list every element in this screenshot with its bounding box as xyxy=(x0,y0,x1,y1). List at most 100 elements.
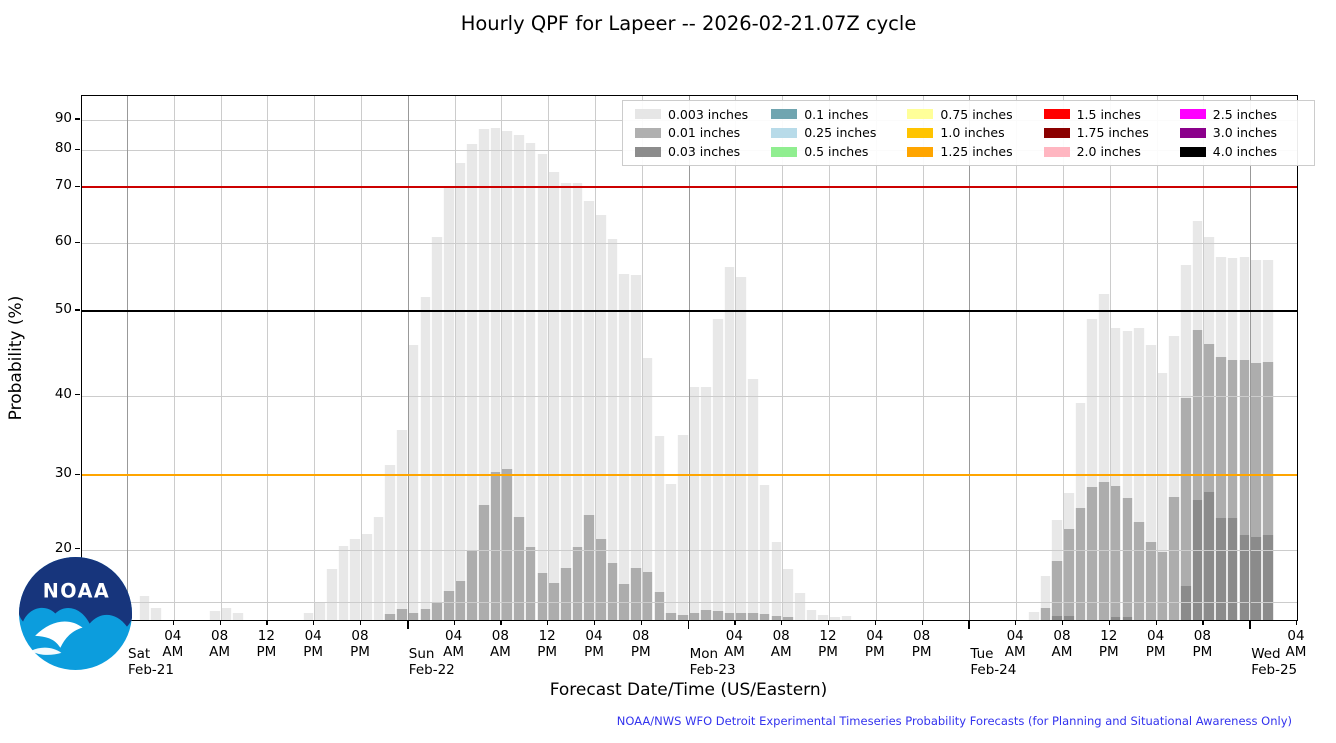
y-tick-40 xyxy=(75,394,80,396)
x-time-label: 12 PM xyxy=(537,628,558,660)
y-tick-90 xyxy=(75,118,80,120)
bar-0.003-inches xyxy=(829,617,841,620)
legend-item: 1.25 inches xyxy=(907,144,1029,159)
bar-0.003-inches xyxy=(735,277,748,620)
bar-0.01-inches xyxy=(1039,607,1052,620)
bar-0.003-inches xyxy=(747,378,759,620)
bar-0.01-inches xyxy=(595,539,607,620)
bar-0.003-inches xyxy=(688,387,701,620)
legend-label: 0.01 inches xyxy=(668,125,741,141)
x-time-label: 04 AM xyxy=(443,628,465,660)
ref-line-30 xyxy=(82,474,1297,476)
bar-0.01-inches xyxy=(431,603,443,620)
x-tick-4h xyxy=(219,620,221,625)
bar-0.01-inches xyxy=(442,591,455,620)
x-day-label-wed: Wed Feb-25 xyxy=(1251,646,1298,678)
bar-0.003-inches xyxy=(653,436,666,620)
legend: 0.003 inches 0.01 inches 0.03 inches 0.1 in… xyxy=(622,100,1315,166)
gridline-4h xyxy=(501,96,503,620)
bar-0.01-inches xyxy=(1156,551,1169,620)
legend-label: 1.0 inches xyxy=(940,125,1005,141)
y-tick-30 xyxy=(75,473,80,475)
legend-swatch-icon xyxy=(635,127,661,138)
bar-0.003-inches xyxy=(1098,294,1110,620)
x-tick-4h xyxy=(266,620,268,625)
bar-0.01-inches xyxy=(688,612,701,620)
bar-0.003-inches xyxy=(630,274,642,620)
x-tick-4h xyxy=(734,620,736,625)
gridline-4h xyxy=(1156,96,1158,620)
y-tick-label-50: 50 xyxy=(54,300,72,317)
legend-label: 1.75 inches xyxy=(1076,125,1149,141)
bar-0.003-inches xyxy=(1168,336,1180,620)
noaa-logo-bird xyxy=(35,621,83,648)
bar-0.01-inches xyxy=(641,571,654,620)
legend-swatch-icon xyxy=(635,109,661,120)
legend-swatch-icon xyxy=(907,127,934,138)
bar-0.003-inches xyxy=(665,483,677,620)
legend-item: 0.003 inches xyxy=(635,107,757,122)
legend-label: 0.75 inches xyxy=(940,106,1013,122)
bar-0.003-inches xyxy=(1027,611,1040,620)
gridline-4h xyxy=(1109,96,1111,620)
noaa-logo-text: NOAA xyxy=(43,579,111,602)
x-tick-4h xyxy=(640,620,642,625)
legend-swatch-icon xyxy=(1043,109,1070,120)
x-tick-4h xyxy=(874,620,876,625)
legend-swatch-icon xyxy=(1179,109,1206,120)
y-tick-label-80: 80 xyxy=(54,140,72,157)
bar-0.01-inches xyxy=(758,614,771,620)
x-tick-4h xyxy=(313,620,315,625)
x-tick-4h xyxy=(360,620,362,625)
bar-0.01-inches xyxy=(1168,496,1180,620)
bar-0.01-inches xyxy=(513,516,525,620)
x-tick-4h xyxy=(1108,620,1110,625)
bar-0.01-inches xyxy=(1063,529,1075,620)
x-day-label-sat: Sat Feb-21 xyxy=(128,646,174,678)
bar-0.01-inches xyxy=(1226,360,1239,620)
legend-swatch-icon xyxy=(907,109,934,120)
bar-0.003-inches xyxy=(571,183,584,620)
bar-0.01-inches xyxy=(536,573,549,620)
bar-0.01-inches xyxy=(524,547,537,620)
bar-0.01-inches xyxy=(1238,360,1251,620)
bar-0.003-inches xyxy=(559,183,572,620)
x-tick-4h xyxy=(781,620,783,625)
legend-swatch-icon xyxy=(1179,146,1206,157)
bar-0.01-inches xyxy=(747,612,759,620)
bar-0.003-inches xyxy=(442,187,455,620)
x-time-label: 04 PM xyxy=(1145,628,1166,660)
legend-swatch-icon xyxy=(771,127,798,138)
x-time-label: 04 PM xyxy=(864,628,885,660)
bar-0.003-inches xyxy=(723,266,736,620)
legend-label: 2.5 inches xyxy=(1212,106,1278,122)
x-tick-day xyxy=(968,620,971,629)
x-time-label: 04 PM xyxy=(303,628,324,660)
bar-0.003-inches xyxy=(712,319,724,620)
bar-0.003-inches xyxy=(782,569,794,620)
bar-0.003-inches xyxy=(349,539,361,620)
y-tick-label-40: 40 xyxy=(54,385,72,402)
bar-0.003-inches xyxy=(817,615,829,620)
x-tick-day xyxy=(406,620,409,629)
legend-label: 1.25 inches xyxy=(940,144,1013,160)
legend-item: 4.0 inches xyxy=(1179,144,1302,159)
x-time-label: 08 PM xyxy=(1192,628,1213,660)
x-time-label: 08 AM xyxy=(770,628,792,660)
bar-0.01-inches xyxy=(419,608,432,620)
gridline-day xyxy=(969,96,971,620)
x-time-label: 12 PM xyxy=(1098,628,1119,660)
legend-item: 0.1 inches xyxy=(771,107,893,122)
bar-0.003-inches xyxy=(372,516,385,620)
x-time-label: 08 AM xyxy=(209,628,231,660)
bar-0.003-inches xyxy=(478,129,490,620)
y-tick-80 xyxy=(75,148,80,150)
legend-label: 0.003 inches xyxy=(668,106,749,122)
legend-item: 1.5 inches xyxy=(1043,107,1166,122)
bar-0.03-inches xyxy=(1121,617,1134,620)
gridline-4h xyxy=(735,96,737,620)
bar-0.01-inches xyxy=(723,612,736,620)
noaa-logo: NOAA xyxy=(19,557,132,670)
bar-0.03-inches xyxy=(1215,518,1227,620)
